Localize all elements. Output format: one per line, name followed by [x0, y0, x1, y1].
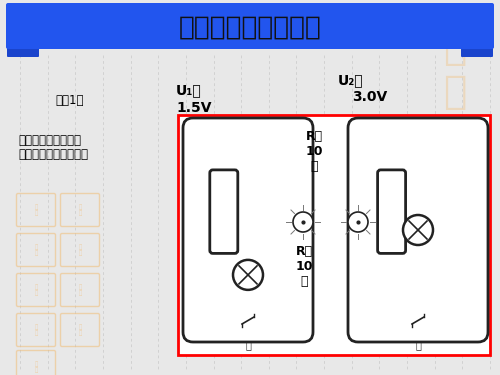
Bar [178, 115, 490, 355]
Text: U₁＝: U₁＝ [176, 83, 202, 97]
Text: 3.0V: 3.0V [352, 90, 387, 104]
FancyBboxPatch shape [7, 43, 39, 57]
Circle shape [293, 212, 313, 232]
FancyBboxPatch shape [378, 170, 406, 254]
Text: R＝
10
欧: R＝ 10 欧 [295, 245, 313, 288]
Text: 哪个电流大？为什么？: 哪个电流大？为什么？ [18, 148, 88, 162]
Text: 你会看到什么现象？: 你会看到什么现象？ [18, 134, 81, 147]
Circle shape [233, 260, 263, 290]
Text: 古
柳: 古 柳 [34, 324, 37, 336]
FancyBboxPatch shape [210, 170, 238, 254]
FancyBboxPatch shape [6, 3, 494, 49]
Text: R＝
10
欧: R＝ 10 欧 [305, 130, 323, 173]
Circle shape [348, 212, 368, 232]
Text: 古
柳: 古 柳 [78, 324, 82, 336]
Text: 古
柳: 古 柳 [34, 284, 37, 296]
Circle shape [403, 215, 433, 245]
Text: 古
柳: 古 柳 [78, 244, 82, 256]
Text: U₂＝: U₂＝ [338, 73, 363, 87]
Text: 古
柳: 古 柳 [34, 244, 37, 256]
Text: 古
柳: 古 柳 [78, 284, 82, 296]
Text: 甲: 甲 [245, 340, 251, 350]
Text: 让我们来看两个实验: 让我们来看两个实验 [178, 15, 322, 41]
Bar [216, 190, 231, 232]
Text: 古
柳: 古 柳 [34, 361, 37, 373]
Text: 古
柳: 古 柳 [78, 204, 82, 216]
Text: 实验1：: 实验1： [55, 93, 84, 106]
Text: 1.5V: 1.5V [176, 101, 212, 115]
Text: 帅
愚: 帅 愚 [444, 29, 466, 111]
Text: 乙: 乙 [415, 340, 421, 350]
Text: 古
柳: 古 柳 [34, 204, 37, 216]
Bar [384, 190, 399, 232]
FancyBboxPatch shape [461, 43, 493, 57]
